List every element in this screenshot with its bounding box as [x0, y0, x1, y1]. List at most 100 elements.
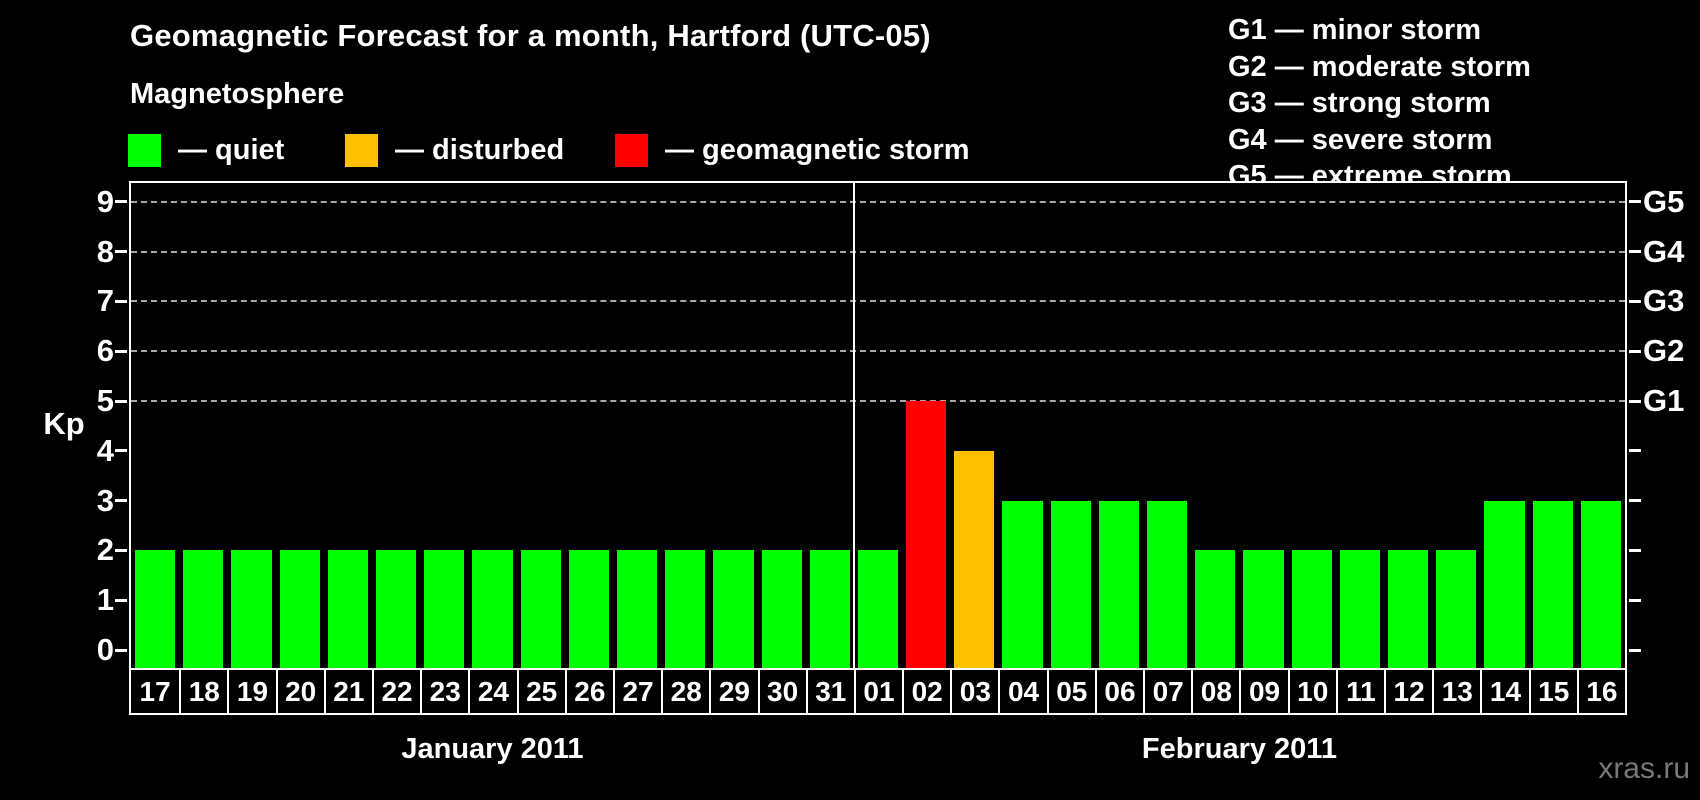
- kp-bar-day-03: [954, 450, 995, 668]
- legend-item-disturbed: — disturbed: [345, 132, 564, 168]
- right-axis-tick: [1629, 200, 1641, 204]
- y-tick-label: 6: [96, 333, 114, 369]
- kp-bar-day-28: [665, 550, 706, 668]
- kp-bar-day-24: [472, 550, 513, 668]
- day-label-07: 07: [1143, 670, 1191, 713]
- y-tick-label: 2: [96, 532, 114, 568]
- kp-bar-day-12: [1388, 550, 1429, 668]
- kp-bar-day-07: [1147, 500, 1188, 668]
- day-label-06: 06: [1094, 670, 1143, 713]
- kp-bar-day-13: [1436, 550, 1477, 668]
- kp-bar-day-11: [1339, 550, 1381, 668]
- y-axis-tick: [115, 499, 127, 503]
- right-axis-tick: [1629, 299, 1641, 303]
- kp-bar-day-29: [713, 550, 754, 668]
- day-label-26: 26: [564, 670, 613, 713]
- right-axis-tick: [1629, 250, 1641, 254]
- kp-bar-day-15: [1532, 500, 1573, 668]
- day-label-01: 01: [853, 670, 902, 713]
- legend-item-label: — disturbed: [395, 133, 565, 166]
- y-tick-label: 4: [96, 432, 114, 468]
- gridline-kp-9: [131, 200, 1625, 203]
- g-axis-label-G2: G2: [1643, 333, 1685, 369]
- plot-area: [115, 181, 1641, 670]
- y-tick-label: 8: [96, 233, 114, 269]
- day-label-17: 17: [139, 675, 171, 707]
- kp-bar-day-27: [616, 550, 658, 668]
- y-axis-tick: [115, 598, 127, 602]
- y-tick-label: 1: [96, 582, 114, 618]
- day-label-14: 14: [1480, 670, 1528, 713]
- kp-bar-day-05: [1050, 500, 1091, 668]
- day-label-18: 18: [179, 670, 227, 713]
- gridline-kp-8: [131, 250, 1625, 253]
- y-tick-label: 0: [96, 632, 114, 667]
- day-label-15: 15: [1528, 670, 1577, 713]
- day-label-09: 09: [1239, 670, 1287, 713]
- g-legend-line: G3 — strong storm: [1228, 87, 1491, 119]
- right-axis-tick: [1629, 499, 1641, 503]
- kp-bar-day-16: [1580, 500, 1621, 668]
- day-label-25: 25: [516, 670, 565, 713]
- right-axis-tick: [1629, 648, 1641, 652]
- g-axis-label-G1: G1: [1643, 383, 1685, 418]
- y-tick-label: 7: [96, 283, 114, 319]
- storm-color-swatch: [615, 133, 648, 167]
- day-label-16: 16: [1576, 670, 1625, 713]
- y-tick-label: 9: [96, 183, 114, 219]
- y-axis-tick: [115, 299, 127, 303]
- y-axis-tick: [115, 349, 127, 353]
- quiet-color-swatch: [128, 133, 161, 167]
- y-axis-tick: [115, 548, 127, 552]
- legend-item-label: — geomagnetic storm: [665, 133, 970, 166]
- gridline-kp-5: [131, 400, 1625, 402]
- g-axis-label-G3: G3: [1643, 283, 1685, 319]
- day-label-22: 22: [371, 670, 420, 713]
- kp-bar-day-21: [327, 550, 368, 668]
- kp-bar-day-26: [568, 550, 609, 668]
- day-label-19: 19: [227, 670, 275, 713]
- legend-item-quiet: — quiet: [128, 132, 284, 168]
- kp-bar-day-19: [231, 550, 272, 668]
- kp-bar-day-06: [1098, 500, 1140, 668]
- y-axis-tick: [115, 449, 127, 453]
- watermark: xras.ru: [1598, 752, 1690, 785]
- day-label-02: 02: [902, 670, 950, 713]
- day-label-21: 21: [323, 670, 372, 713]
- right-axis-tick: [1629, 349, 1641, 353]
- gridline-kp-6: [131, 350, 1625, 353]
- day-label-08: 08: [1191, 670, 1239, 713]
- magnetosphere-legend: — quiet — disturbed — geomagnetic storm: [128, 132, 1028, 168]
- day-label-11: 11: [1335, 670, 1384, 713]
- y-axis-tick: [115, 648, 127, 652]
- y-axis-tick: [115, 250, 127, 254]
- legend-item-storm: — geomagnetic storm: [615, 132, 970, 168]
- disturbed-color-swatch: [345, 133, 378, 167]
- day-label-10: 10: [1287, 670, 1336, 713]
- day-label-28: 28: [661, 670, 709, 713]
- kp-bar-day-31: [809, 550, 850, 668]
- y-tick-label: 5: [96, 383, 114, 418]
- legend-item-label: — quiet: [178, 133, 285, 166]
- kp-bar-day-22: [375, 550, 417, 668]
- day-label-12: 12: [1384, 670, 1432, 713]
- kp-bar-day-10: [1291, 550, 1332, 668]
- kp-bar-day-14: [1484, 500, 1525, 668]
- day-label-29: 29: [709, 670, 757, 713]
- g-axis-label-G4: G4: [1643, 233, 1685, 269]
- right-axis-tick: [1629, 399, 1641, 403]
- kp-bar-day-02: [906, 401, 947, 668]
- y-axis-tick: [115, 200, 127, 204]
- g-legend-line: G4 — severe storm: [1228, 123, 1493, 156]
- kp-bar-day-25: [520, 550, 561, 668]
- y-axis-label: Kp: [43, 406, 85, 441]
- g-axis-label-G5: G5: [1643, 183, 1685, 219]
- month-label: February 2011: [1141, 733, 1337, 765]
- kp-bar-day-01: [857, 550, 899, 668]
- day-label-03: 03: [950, 670, 998, 713]
- kp-bar-day-04: [1002, 500, 1043, 668]
- day-label-20: 20: [275, 670, 324, 713]
- day-label-23: 23: [420, 670, 468, 713]
- y-tick-label: 3: [96, 482, 114, 518]
